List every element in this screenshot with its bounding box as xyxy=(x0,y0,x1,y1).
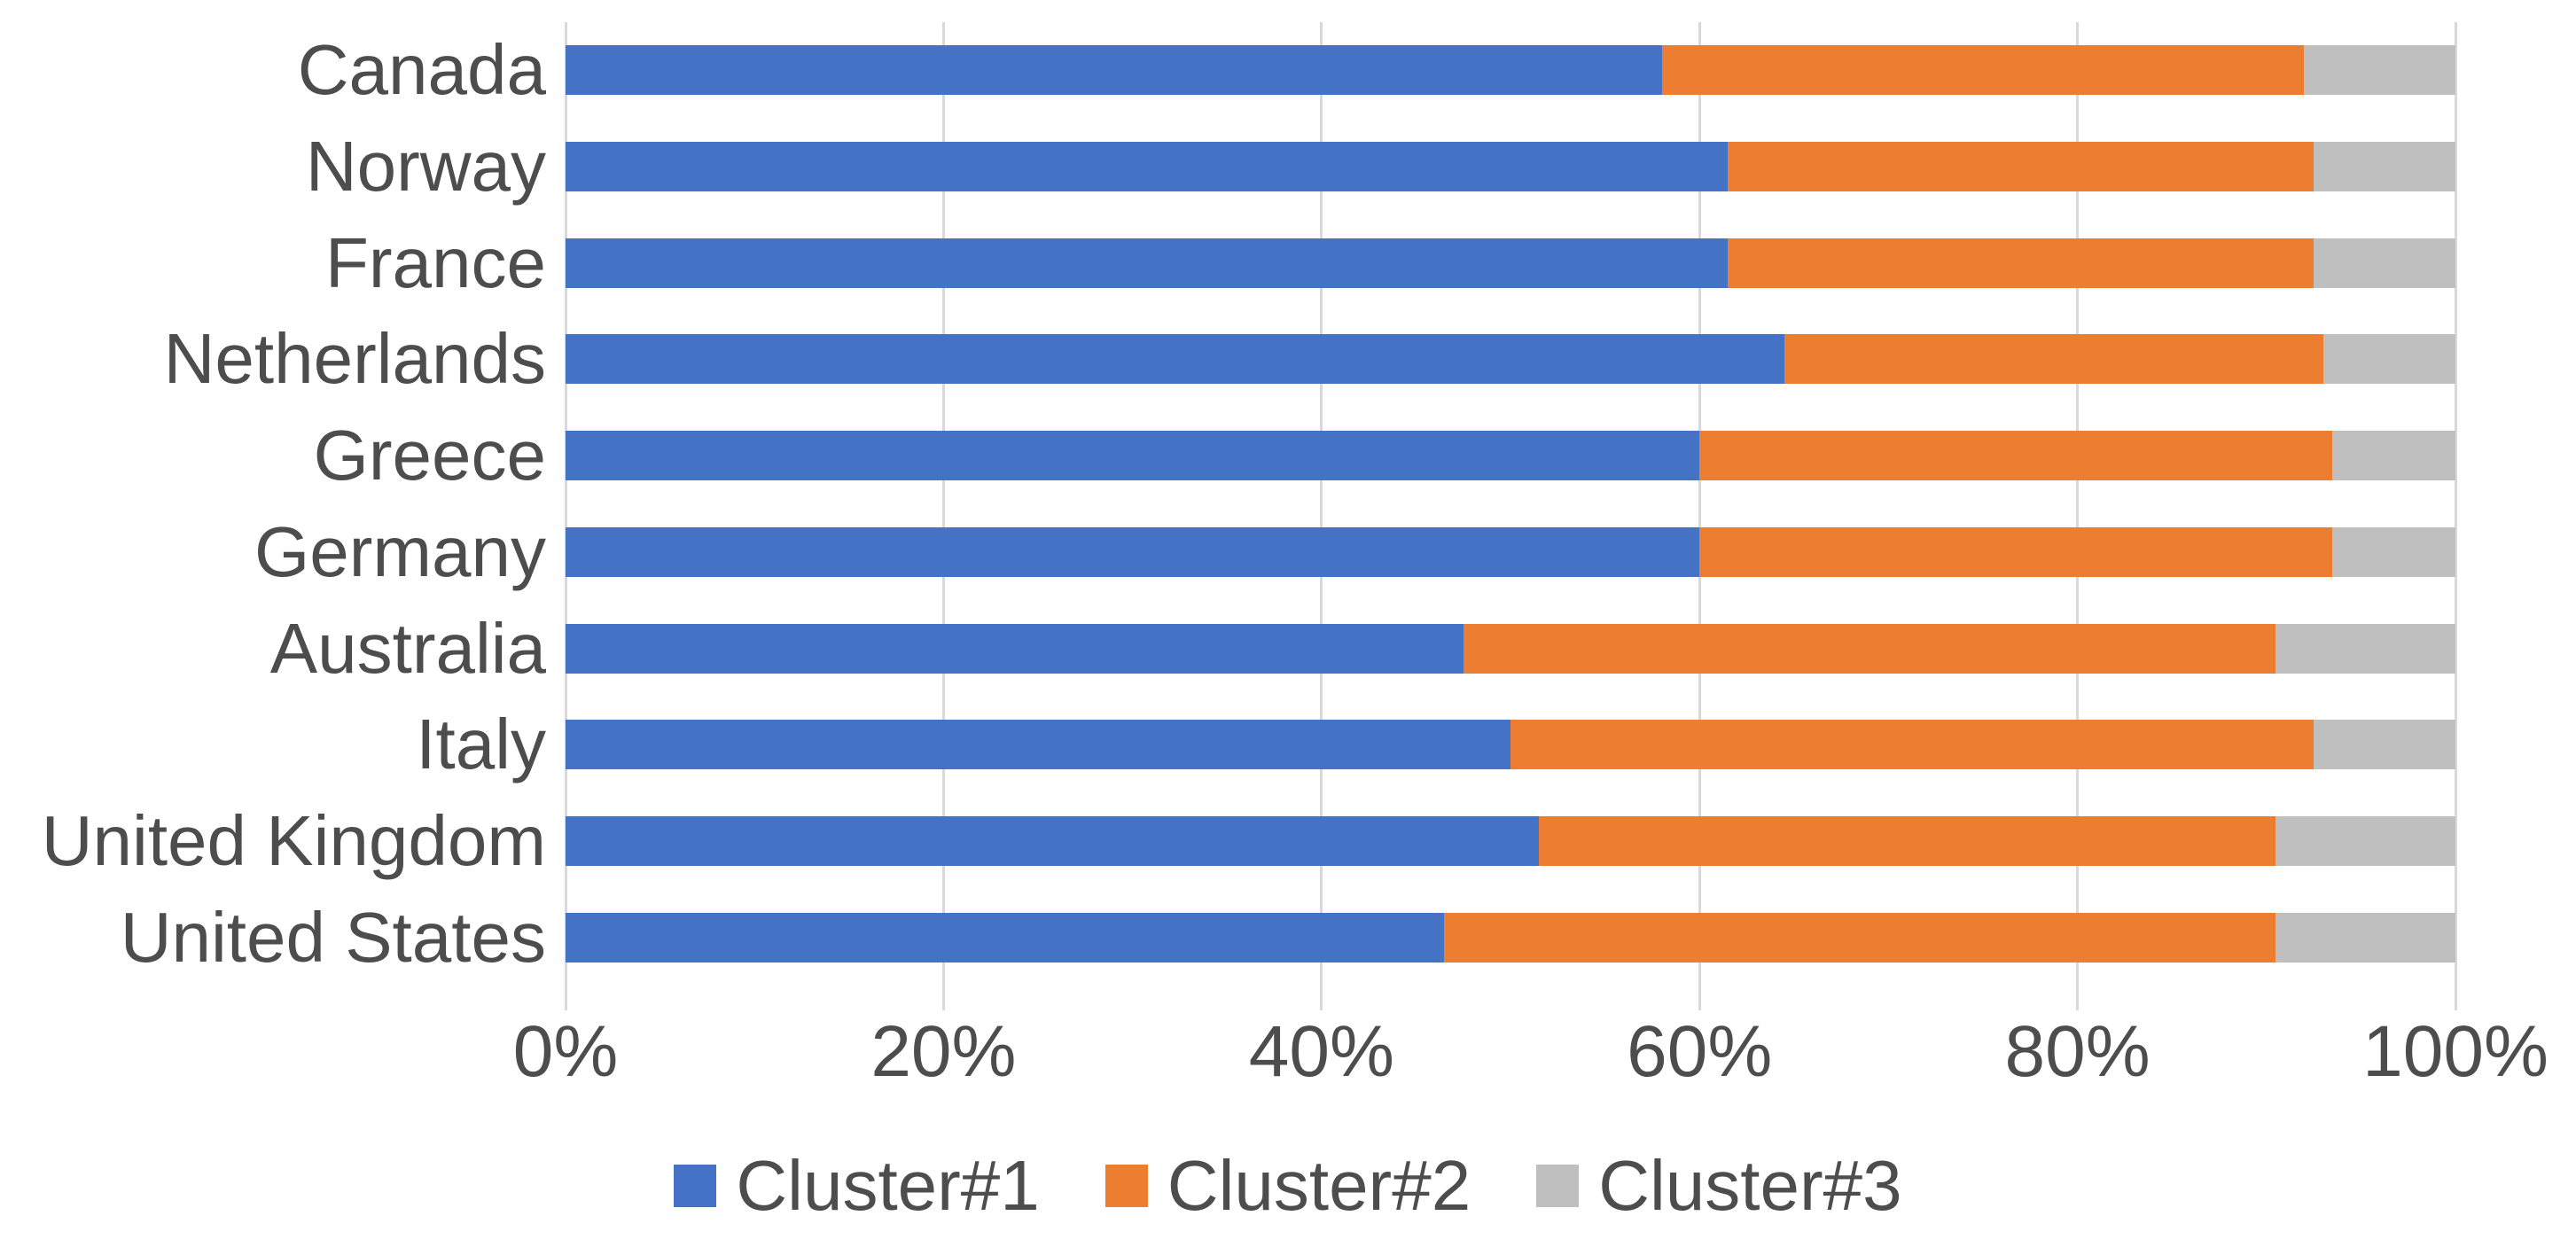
bar-segment-cluster3-norway xyxy=(2314,142,2455,192)
legend: Cluster#1 Cluster#2 Cluster#3 xyxy=(0,1133,2576,1239)
bar-row-italy xyxy=(566,720,2455,770)
category-label-france: France xyxy=(325,222,546,302)
bar-segment-cluster2-italy xyxy=(1510,720,2314,770)
bar-segment-cluster2-greece xyxy=(1699,431,2333,481)
bar-segment-cluster1-canada xyxy=(566,45,1662,96)
bar-segment-cluster2-united-states xyxy=(1444,912,2276,963)
category-label-united-kingdom: United Kingdom xyxy=(41,800,546,880)
gridline-20 xyxy=(941,22,945,986)
value-axis-label-20: 20% xyxy=(870,1011,1017,1092)
legend-item-cluster3: Cluster#3 xyxy=(1536,1145,1902,1227)
axis-tick-40 xyxy=(1320,986,1323,1010)
legend-swatch-cluster1-icon xyxy=(674,1165,717,1207)
gridline-60 xyxy=(1698,22,1701,986)
bar-segment-cluster1-greece xyxy=(566,431,1700,481)
axis-tick-100 xyxy=(2454,986,2457,1010)
category-label-italy: Italy xyxy=(416,705,546,784)
bar-row-netherlands xyxy=(566,334,2455,385)
bar-row-australia xyxy=(566,623,2455,674)
bar-row-france xyxy=(566,238,2455,288)
value-axis-label-80: 80% xyxy=(2004,1011,2151,1092)
value-axis-label-40: 40% xyxy=(1248,1011,1394,1092)
bar-segment-cluster1-france xyxy=(566,238,1729,288)
bar-row-united-kingdom xyxy=(566,815,2455,866)
bar-segment-cluster1-united-states xyxy=(566,912,1445,963)
category-label-greece: Greece xyxy=(313,416,546,495)
legend-swatch-cluster3-icon xyxy=(1536,1165,1580,1207)
bar-segment-cluster1-united-kingdom xyxy=(566,815,1539,866)
bar-segment-cluster1-germany xyxy=(566,526,1700,577)
category-axis: Canada Norway France Netherlands Greece Germa… xyxy=(0,22,546,986)
category-label-canada: Canada xyxy=(297,30,546,110)
bar-segment-cluster3-italy xyxy=(2314,720,2455,770)
bar-segment-cluster3-netherlands xyxy=(2322,334,2455,385)
bar-segment-cluster3-canada xyxy=(2304,45,2455,96)
bar-segment-cluster3-france xyxy=(2314,238,2455,288)
bar-row-canada xyxy=(566,45,2455,96)
bar-segment-cluster2-australia xyxy=(1463,623,2276,674)
value-axis-label-100: 100% xyxy=(2362,1011,2549,1092)
legend-label-cluster3: Cluster#3 xyxy=(1598,1146,1902,1225)
bar-segment-cluster2-canada xyxy=(1661,45,2305,96)
bar-segment-cluster2-norway xyxy=(1728,142,2314,192)
bar-row-united-states xyxy=(566,912,2455,963)
legend-label-cluster2: Cluster#2 xyxy=(1167,1146,1471,1225)
bar-segment-cluster2-france xyxy=(1728,238,2314,288)
bar-segment-cluster3-united-states xyxy=(2275,912,2455,963)
bar-segment-cluster1-netherlands xyxy=(566,334,1785,385)
gridline-100 xyxy=(2454,22,2457,986)
bar-row-norway xyxy=(566,142,2455,192)
gridline-0 xyxy=(564,22,567,986)
value-axis: 0% 20% 40% 60% 80% 100% xyxy=(513,1010,2549,1108)
value-axis-label-0: 0% xyxy=(512,1011,619,1092)
bar-segment-cluster1-italy xyxy=(566,720,1510,770)
axis-tick-60 xyxy=(1698,986,1701,1010)
bar-segment-cluster2-germany xyxy=(1699,526,2333,577)
bar-segment-cluster2-netherlands xyxy=(1784,334,2323,385)
bar-segment-cluster2-united-kingdom xyxy=(1538,815,2276,866)
axis-tick-20 xyxy=(941,986,945,1010)
value-axis-label-60: 60% xyxy=(1627,1011,1773,1092)
bar-segment-cluster1-norway xyxy=(566,142,1729,192)
gridline-40 xyxy=(1320,22,1323,986)
bar-row-germany xyxy=(566,526,2455,577)
legend-swatch-cluster2-icon xyxy=(1105,1165,1148,1207)
axis-tick-0 xyxy=(564,986,567,1010)
category-label-norway: Norway xyxy=(305,127,546,207)
gridline-80 xyxy=(2076,22,2080,986)
category-label-united-states: United States xyxy=(120,897,546,977)
bar-segment-cluster3-germany xyxy=(2332,526,2455,577)
axis-tick-80 xyxy=(2076,986,2080,1010)
legend-item-cluster1: Cluster#1 xyxy=(674,1145,1040,1227)
legend-item-cluster2: Cluster#2 xyxy=(1105,1145,1471,1227)
plot-area xyxy=(564,22,2457,1010)
category-label-australia: Australia xyxy=(269,608,546,688)
bar-segment-cluster1-australia xyxy=(566,623,1464,674)
category-label-germany: Germany xyxy=(254,511,546,591)
category-label-netherlands: Netherlands xyxy=(163,319,546,399)
bar-segment-cluster3-australia xyxy=(2275,623,2455,674)
bar-segment-cluster3-united-kingdom xyxy=(2275,815,2455,866)
bar-segment-cluster3-greece xyxy=(2332,431,2455,481)
legend-label-cluster1: Cluster#1 xyxy=(736,1146,1040,1225)
bar-row-greece xyxy=(566,431,2455,481)
